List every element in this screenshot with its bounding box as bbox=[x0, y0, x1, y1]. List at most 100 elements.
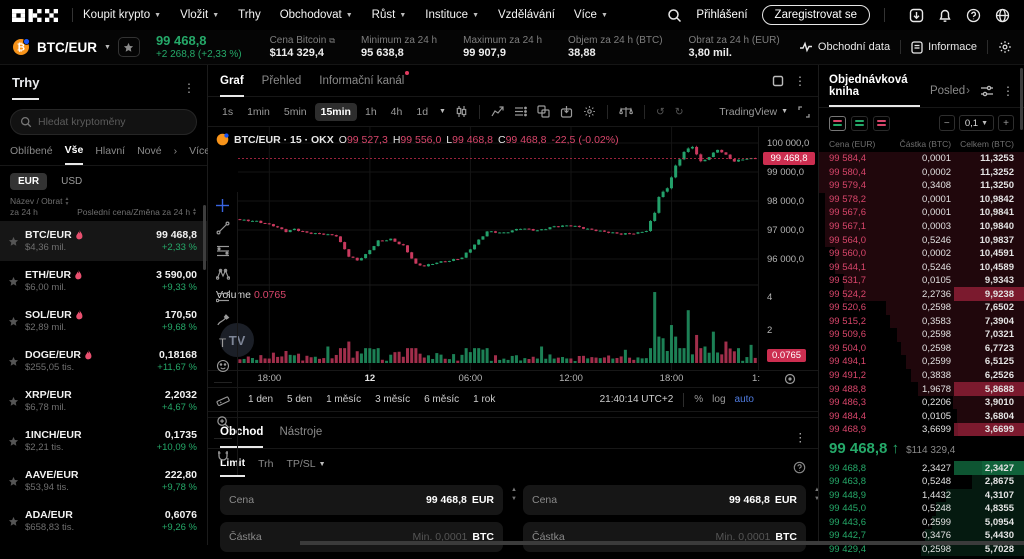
order-type-help-icon[interactable] bbox=[793, 461, 806, 474]
orderbook-kebab-icon[interactable]: ⋮ bbox=[1002, 84, 1014, 98]
grouping-decrease-button[interactable]: − bbox=[939, 115, 955, 131]
book-view-asks-icon[interactable] bbox=[873, 116, 890, 131]
timeframe-1s[interactable]: 1s bbox=[216, 103, 239, 121]
orderbook-scrollbar[interactable] bbox=[1020, 68, 1023, 130]
scale-option-log[interactable]: log bbox=[712, 394, 725, 405]
settings-gear-icon[interactable] bbox=[998, 40, 1012, 54]
order-type-trh[interactable]: Trh bbox=[258, 457, 273, 477]
nav-item-instituce[interactable]: Instituce▼ bbox=[425, 9, 479, 21]
download-app-icon[interactable] bbox=[909, 8, 924, 23]
horizontal-scrollbar[interactable] bbox=[300, 541, 1024, 545]
tradingview-switch[interactable]: TradingView▼ bbox=[719, 106, 810, 118]
okx-logo[interactable] bbox=[12, 8, 58, 23]
timeframe-4h[interactable]: 4h bbox=[385, 103, 409, 121]
range-6-měsíc[interactable]: 6 měsíc bbox=[424, 394, 459, 405]
trade-kebab-icon[interactable]: ⋮ bbox=[795, 430, 807, 444]
fib-retracement-tool-icon[interactable] bbox=[216, 244, 230, 258]
chart-tab-feed[interactable]: Informační kanál bbox=[319, 65, 404, 97]
grouping-select[interactable]: 0,1▼ bbox=[959, 115, 994, 131]
market-row-xrp-eur[interactable]: XRP/EUR$6,78 mil.2,2032+4,67 % bbox=[0, 381, 207, 421]
favorite-star-button[interactable] bbox=[118, 37, 140, 57]
order-type-tp-sl[interactable]: TP/SL▼ bbox=[286, 457, 325, 477]
range-1-měsíc[interactable]: 1 měsíc bbox=[326, 394, 361, 405]
favorite-star-icon[interactable] bbox=[8, 276, 19, 287]
sidebar-tab-hlavní[interactable]: Hlavní bbox=[95, 145, 125, 164]
market-row-aave-eur[interactable]: AAVE/EUR$53,94 tis.222,80+9,78 % bbox=[0, 461, 207, 501]
market-row-ada-eur[interactable]: ADA/EUR$658,83 tis.0,6076+9,26 % bbox=[0, 501, 207, 541]
sidebar-kebab-icon[interactable]: ⋮ bbox=[183, 81, 195, 95]
login-link[interactable]: Přihlášení bbox=[696, 9, 747, 21]
nav-item-koupit-krypto[interactable]: Koupit krypto▼ bbox=[83, 9, 161, 21]
book-view-both-icon[interactable] bbox=[829, 116, 846, 131]
clock[interactable]: 21:40:14 UTC+2 bbox=[600, 394, 674, 405]
currency-tab-usd[interactable]: USD bbox=[53, 173, 90, 190]
market-row-1inch-eur[interactable]: 1INCH/EUR$2,21 tis.0,1735+10,09 % bbox=[0, 421, 207, 461]
expand-window-icon[interactable] bbox=[772, 75, 784, 87]
book-view-bids-icon[interactable] bbox=[851, 116, 868, 131]
sidebar-tab-scroll-more[interactable]: › bbox=[174, 145, 178, 164]
favorite-star-icon[interactable] bbox=[8, 476, 19, 487]
search-icon[interactable] bbox=[667, 8, 682, 23]
nav-item-vložit[interactable]: Vložit▼ bbox=[180, 9, 219, 21]
scroll-to-latest-icon[interactable] bbox=[784, 373, 796, 385]
col-name-volume[interactable]: Název / Obrat▲▼za 24 h bbox=[10, 196, 69, 217]
price-stepper[interactable]: ▲▼ bbox=[511, 487, 517, 502]
range-5-den[interactable]: 5 den bbox=[287, 394, 312, 405]
market-row-sol-eur[interactable]: SOL/EUR$2,89 mil.170,50+9,68 % bbox=[0, 301, 207, 341]
order-list-icon[interactable] bbox=[510, 105, 531, 118]
candle-style-icon[interactable] bbox=[451, 105, 472, 118]
nav-item-více[interactable]: Více▼ bbox=[574, 9, 608, 21]
timeframe-more-chevron-icon[interactable]: ▼ bbox=[436, 108, 449, 115]
indicators-icon[interactable] bbox=[487, 105, 508, 118]
nav-item-vzdělávání[interactable]: Vzdělávání bbox=[498, 9, 555, 21]
range-1-rok[interactable]: 1 rok bbox=[473, 394, 495, 405]
sidebar-tab-vše[interactable]: Vše bbox=[65, 144, 84, 165]
currency-tab-eur[interactable]: EUR bbox=[10, 173, 47, 190]
fullscreen-icon[interactable] bbox=[798, 106, 810, 118]
favorite-star-icon[interactable] bbox=[8, 516, 19, 527]
ruler-tool-icon[interactable] bbox=[216, 392, 230, 406]
nav-item-trhy[interactable]: Trhy bbox=[238, 9, 261, 21]
trend-line-tool-icon[interactable] bbox=[216, 221, 230, 235]
grouping-increase-button[interactable]: + bbox=[998, 115, 1014, 131]
nav-item-obchodovat[interactable]: Obchodovat▼ bbox=[280, 9, 353, 21]
timeframe-1h[interactable]: 1h bbox=[359, 103, 383, 121]
sidebar-scrollbar[interactable] bbox=[203, 205, 206, 270]
crypto-search-box[interactable] bbox=[10, 109, 197, 135]
price-scale-icon[interactable] bbox=[615, 106, 637, 118]
external-link-icon[interactable]: ⧉ bbox=[329, 36, 335, 46]
magnet-tool-icon[interactable] bbox=[216, 448, 230, 462]
nav-item-růst[interactable]: Růst▼ bbox=[372, 9, 407, 21]
favorite-star-icon[interactable] bbox=[8, 436, 19, 447]
chart-tab-graf[interactable]: Graf bbox=[220, 65, 244, 97]
favorite-star-icon[interactable] bbox=[8, 316, 19, 327]
col-price-change[interactable]: Poslední cena/Změna za 24 h▲▼ bbox=[77, 207, 197, 218]
crypto-search-input[interactable] bbox=[38, 116, 178, 128]
timeframe-1min[interactable]: 1min bbox=[241, 103, 276, 121]
help-icon[interactable] bbox=[966, 8, 981, 23]
market-row-btc-eur[interactable]: BTC/EUR$4,36 mil.99 468,8+2,33 % bbox=[0, 221, 207, 261]
sidebar-tab-oblíbené[interactable]: Oblíbené bbox=[10, 145, 53, 164]
signup-button[interactable]: Zaregistrovat se bbox=[762, 5, 870, 25]
